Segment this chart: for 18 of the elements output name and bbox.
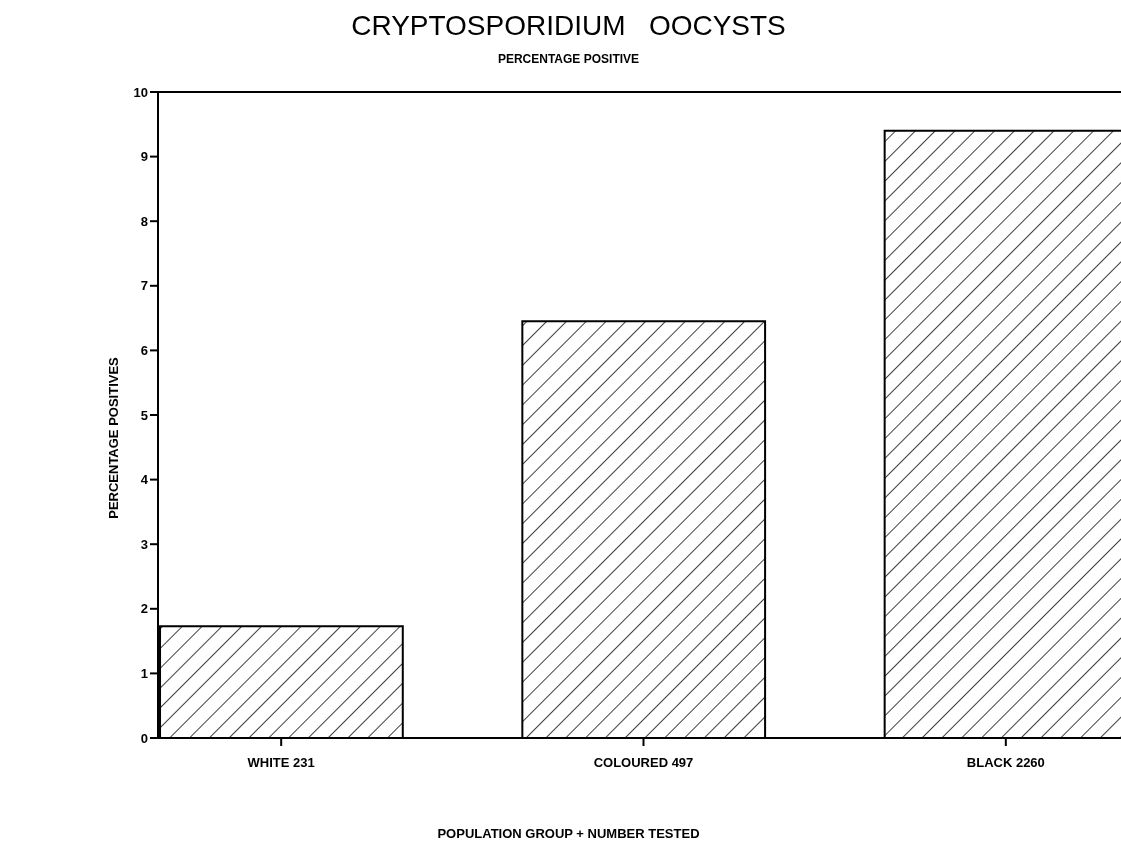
y-tick-label: 2 — [140, 601, 148, 617]
x-axis-title: POPULATION GROUP + NUMBER TESTED — [436, 826, 701, 841]
y-tick-label: 3 — [140, 536, 148, 552]
x-tick-label: COLOURED 497 — [593, 755, 694, 771]
y-tick-label: 5 — [140, 407, 148, 423]
y-tick-label: 8 — [140, 213, 148, 229]
x-tick-label: BLACK 2260 — [966, 755, 1045, 771]
chart-subtitle: PERCENTAGE POSITIVE — [496, 52, 641, 66]
x-tick-label: WHITE 231 — [247, 755, 315, 771]
chart-title: CRYPTOSPORIDIUM OOCYSTS — [350, 10, 787, 42]
y-tick-label: 6 — [140, 343, 148, 359]
y-tick-label: 7 — [140, 278, 148, 294]
y-tick-label: 9 — [140, 149, 148, 165]
y-axis-title: PERCENTAGE POSITIVES — [105, 357, 121, 519]
y-tick-label: 4 — [140, 472, 149, 488]
y-tick-label: 1 — [140, 666, 148, 682]
y-tick-label: 0 — [140, 730, 148, 746]
y-tick-label: 10 — [133, 84, 148, 100]
